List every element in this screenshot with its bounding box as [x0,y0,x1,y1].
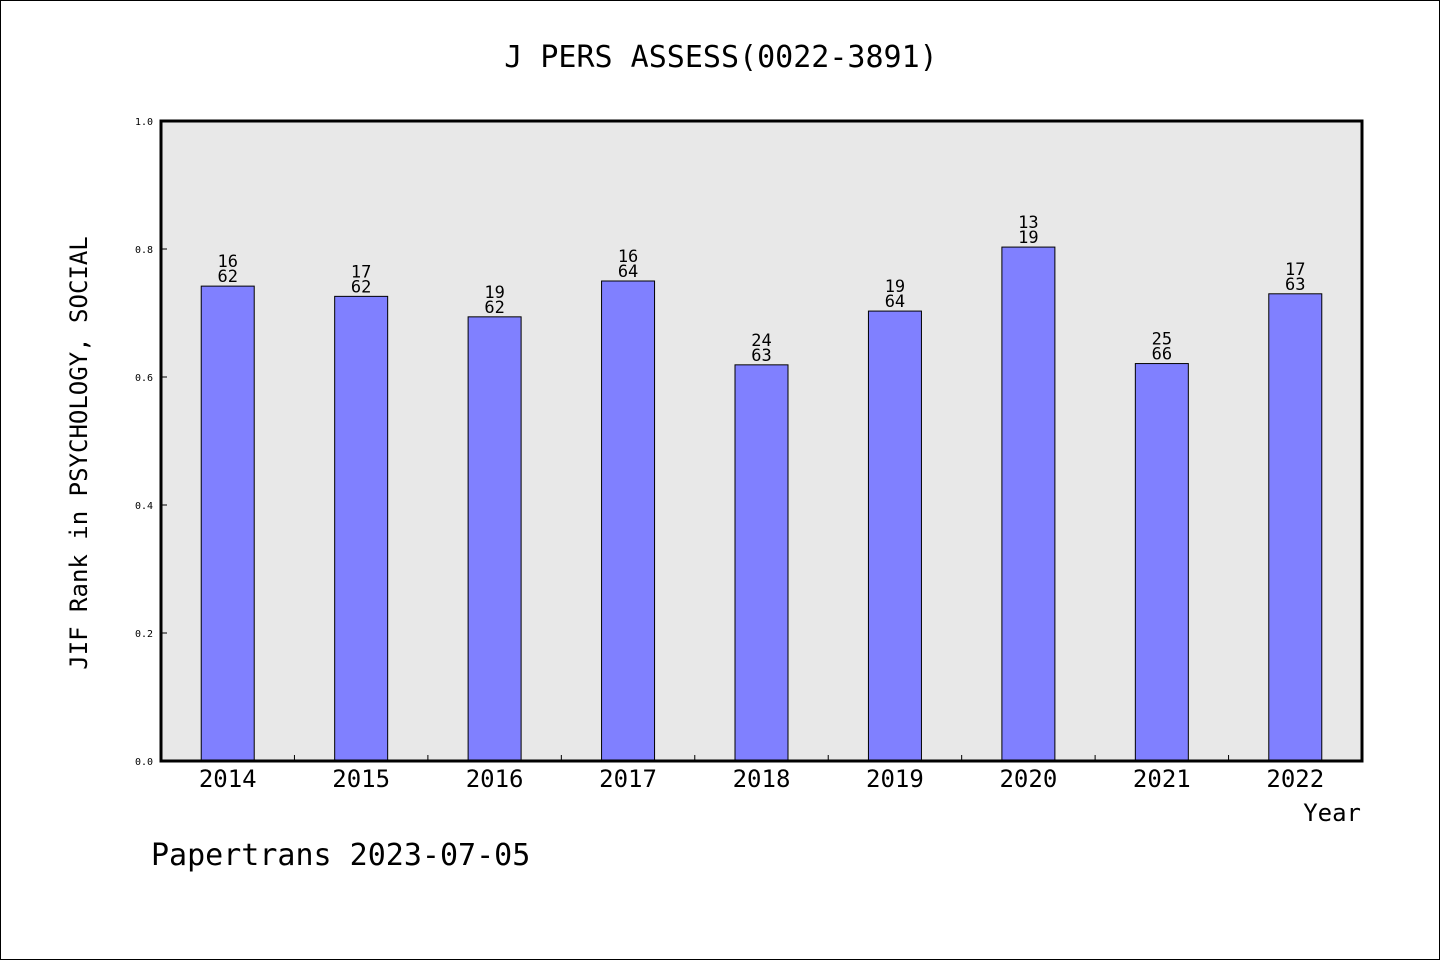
chart-title: J PERS ASSESS(0022-3891) [504,40,937,75]
bar-2015 [334,295,389,762]
x-tick-label: 2021 [1133,765,1191,793]
y-tick-label: 0.0 [135,757,153,768]
bar-2018 [734,364,789,762]
bar-label-total: 66 [1152,345,1172,365]
bar-label-rank: 13 [1018,213,1038,233]
bar-label-total: 62 [217,267,237,287]
bar-label-total: 64 [618,262,638,282]
x-tick-label: 2022 [1266,765,1324,793]
y-tick-label: 1.0 [135,117,153,128]
x-tick-label: 2017 [599,765,657,793]
y-axis-label: JIF Rank in PSYCHOLOGY, SOCIAL [65,236,93,669]
y-tick-label: 0.4 [135,501,153,512]
x-axis: 2014 2015 2016 2017 2018 2019 2020 2021 2022 [199,755,1324,793]
bar-label-total: 19 [1018,228,1038,248]
y-tick-label: 0.6 [135,373,153,384]
y-tick-label: 0.8 [135,245,153,256]
bar-2014 [200,285,255,762]
bar-label-rank: 25 [1152,330,1172,350]
bar-2022 [1268,293,1323,762]
x-tick-label: 2019 [866,765,924,793]
x-tick-label: 2020 [999,765,1057,793]
x-tick-label: 2015 [332,765,390,793]
bar-label-total: 63 [1285,275,1305,295]
bar-label-rank: 19 [484,283,504,303]
bar-label-rank: 16 [618,247,638,267]
footer-text: Papertrans 2023-07-05 [151,838,530,873]
bar-label-rank: 16 [217,252,237,272]
bar-2016 [467,316,522,762]
y-tick-label: 0.2 [135,629,153,640]
bar-label-total: 64 [885,292,905,312]
bar-label-total: 62 [351,277,371,297]
bar-label-rank: 24 [751,331,771,351]
bar-label-total: 63 [751,346,771,366]
bar-label-rank: 19 [885,277,905,297]
x-axis-label: Year [1303,799,1361,827]
bar-2021 [1134,363,1189,762]
bar-label-rank: 17 [1285,260,1305,280]
x-tick-label: 2018 [733,765,791,793]
bar-2017 [601,280,656,762]
bar-2020 [1001,246,1056,762]
x-tick-label: 2014 [199,765,257,793]
bar-2019 [867,310,922,762]
x-tick-label: 2016 [466,765,524,793]
plot-border [159,119,1364,763]
bar-label-rank: 17 [351,262,371,282]
bar-label-total: 62 [484,298,504,318]
